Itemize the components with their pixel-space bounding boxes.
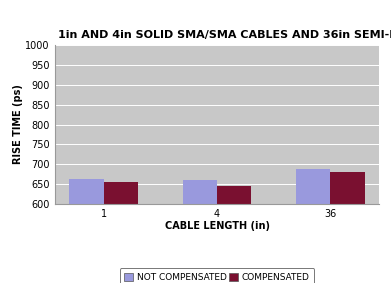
Legend: NOT COMPENSATED, COMPENSATED: NOT COMPENSATED, COMPENSATED <box>120 269 314 283</box>
Y-axis label: RISE TIME (ps): RISE TIME (ps) <box>13 85 23 164</box>
Bar <box>296 169 330 283</box>
Bar <box>217 186 251 283</box>
Bar <box>330 172 364 283</box>
Bar <box>183 180 217 283</box>
Bar <box>70 179 104 283</box>
Text: 1in AND 4in SOLID SMA/SMA CABLES AND 36in SEMI-RIGID CABLE: 1in AND 4in SOLID SMA/SMA CABLES AND 36i… <box>58 30 391 40</box>
Bar <box>104 182 138 283</box>
X-axis label: CABLE LENGTH (in): CABLE LENGTH (in) <box>165 221 269 231</box>
